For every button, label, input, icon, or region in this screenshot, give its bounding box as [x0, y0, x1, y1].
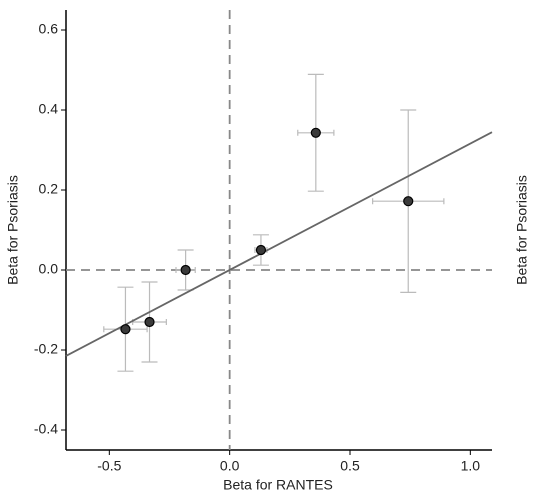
y-tick-label: 0.2 [39, 181, 59, 197]
point [255, 244, 267, 256]
y2-axis-label: Beta for Psoriasis [514, 175, 530, 285]
fit-line [65, 131, 493, 357]
x-tick-label: 0.0 [220, 458, 240, 474]
y-tick-label: 0.0 [39, 261, 59, 277]
point [310, 127, 321, 138]
y-axis-label: Beta for Psoriasis [5, 175, 21, 285]
x-tick-label: 1.0 [461, 458, 481, 474]
x-axis-label: Beta for RANTES [223, 477, 333, 493]
x-tick-label: -0.5 [97, 458, 121, 474]
y-tick-label: -0.2 [34, 341, 58, 357]
y-tick-label: -0.4 [34, 421, 58, 437]
y-tick-label: 0.4 [39, 101, 59, 117]
point [120, 324, 131, 335]
point [403, 196, 414, 207]
x-tick-label: 0.5 [340, 458, 360, 474]
point [180, 264, 191, 276]
point [144, 316, 155, 328]
y-tick-label: 0.6 [39, 21, 59, 37]
